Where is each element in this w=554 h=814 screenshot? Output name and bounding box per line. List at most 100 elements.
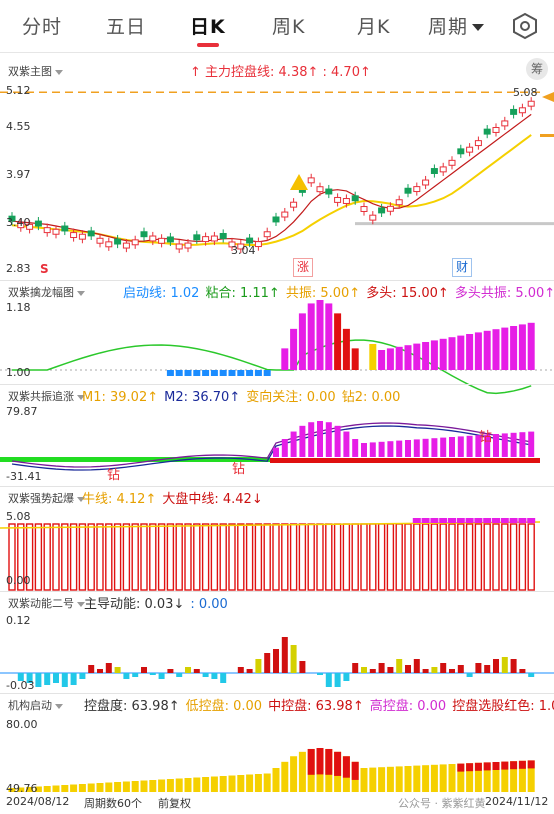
bar xyxy=(52,785,60,792)
legend-item-1: 大盘中线: 4.42↓ xyxy=(162,492,263,507)
bar-top xyxy=(501,761,509,770)
bar xyxy=(360,768,368,792)
bar xyxy=(439,338,447,370)
bar xyxy=(281,439,288,457)
hexagon-settings-icon[interactable] xyxy=(511,12,539,40)
bar xyxy=(158,673,165,679)
bar xyxy=(395,523,403,591)
bar xyxy=(167,669,174,673)
chip-distribution-button[interactable]: 筹 xyxy=(526,58,548,80)
main-chart-title[interactable]: 双紫主图 xyxy=(8,63,63,79)
tab-period-dropdown[interactable]: 周期 xyxy=(428,12,485,39)
bar xyxy=(518,324,526,370)
bar xyxy=(96,523,104,591)
y-label-2: 4.55 xyxy=(6,120,31,133)
candle-body xyxy=(26,223,34,230)
bar xyxy=(317,673,323,675)
bar xyxy=(422,342,430,370)
candle-body xyxy=(114,238,122,245)
candle-body xyxy=(210,235,218,242)
bar xyxy=(132,673,139,677)
bar xyxy=(131,523,139,591)
bar xyxy=(361,443,367,457)
candle-body xyxy=(395,199,403,206)
tab-five-day[interactable]: 五日 xyxy=(106,16,147,38)
bar xyxy=(325,523,333,591)
legend-item-1: 粘合: 1.11↑ xyxy=(205,286,280,301)
bar xyxy=(219,523,227,591)
adjust-mode[interactable]: 前复权 xyxy=(158,797,191,810)
candle-body xyxy=(501,120,509,127)
candle-body xyxy=(492,127,500,133)
panel2-title[interactable]: 双紫共振追涨 xyxy=(8,388,85,404)
candle-body xyxy=(246,237,254,244)
panel5-title[interactable]: 机构启动 xyxy=(8,697,63,713)
tab-weekly-k[interactable]: 周K xyxy=(272,16,306,38)
main-chart-header: 双紫主图 ↑ 主力控盘线: 4.38↑ : 4.70↑ xyxy=(0,60,554,80)
bar xyxy=(527,322,535,370)
dropdown-icon xyxy=(77,601,85,607)
panel2-y-bottom: -31.41 xyxy=(6,470,42,483)
bar xyxy=(158,779,166,792)
panel1-chart[interactable] xyxy=(0,300,554,398)
bar xyxy=(246,370,254,376)
bar xyxy=(474,332,482,370)
bar xyxy=(219,370,227,376)
candle-body xyxy=(158,237,166,244)
bar xyxy=(290,645,297,673)
green-band xyxy=(0,457,270,462)
bar xyxy=(8,523,16,591)
candle-body xyxy=(228,241,236,248)
bar xyxy=(386,523,395,591)
chevron-down-icon xyxy=(472,24,485,31)
candle-body xyxy=(78,233,86,240)
candlestick-chart[interactable] xyxy=(0,80,554,280)
candle-body xyxy=(52,228,60,235)
panel2-chart[interactable] xyxy=(0,403,554,483)
bar xyxy=(316,523,324,591)
candle-body xyxy=(237,243,245,250)
bar xyxy=(404,523,412,591)
bar xyxy=(123,673,130,679)
candle-body xyxy=(422,179,430,186)
bar xyxy=(475,663,482,673)
panel3-chart[interactable] xyxy=(0,506,554,592)
watermark: 公众号 · 紫紫红黄 xyxy=(398,797,486,810)
bar-top xyxy=(510,761,518,770)
bar xyxy=(342,328,350,370)
magenta-marker xyxy=(465,518,474,523)
tab-daily-k[interactable]: 日K xyxy=(190,16,226,38)
bar xyxy=(272,523,280,591)
legend-item-3: 高控盘: 0.00 xyxy=(369,699,447,714)
panel1-title[interactable]: 双紫擒龙幅图 xyxy=(8,284,85,300)
bar xyxy=(246,669,253,673)
candle-body xyxy=(122,242,130,249)
bar xyxy=(176,673,183,677)
bar xyxy=(466,334,474,370)
panel1-y-top: 1.18 xyxy=(6,301,31,314)
bar xyxy=(431,438,438,457)
panel3-title[interactable]: 双紫强势起爆 xyxy=(8,490,85,506)
tab-intraday[interactable]: 分时 xyxy=(22,16,63,38)
bar xyxy=(17,787,25,792)
legend-item-3: 多头: 15.00↑ xyxy=(366,286,449,301)
sell-marker: S xyxy=(40,262,49,276)
magenta-marker xyxy=(483,518,492,523)
bar xyxy=(325,422,332,457)
bar xyxy=(184,523,192,591)
bar xyxy=(343,431,350,457)
divider xyxy=(0,591,554,592)
panel4-chart[interactable] xyxy=(0,611,554,691)
tab-monthly-k[interactable]: 月K xyxy=(357,16,391,38)
bar xyxy=(431,667,438,673)
bar xyxy=(422,669,429,673)
bar xyxy=(254,774,262,792)
period-count: 周期数60个 xyxy=(84,797,142,810)
panel4-title[interactable]: 双紫动能二号 xyxy=(8,595,85,611)
bar xyxy=(378,350,386,370)
panel5-chart[interactable] xyxy=(0,714,554,794)
bar xyxy=(273,447,279,457)
magenta-marker xyxy=(492,518,500,523)
legend-item-0: 主导动能: 0.03↓ xyxy=(84,597,185,612)
bar xyxy=(483,330,491,370)
